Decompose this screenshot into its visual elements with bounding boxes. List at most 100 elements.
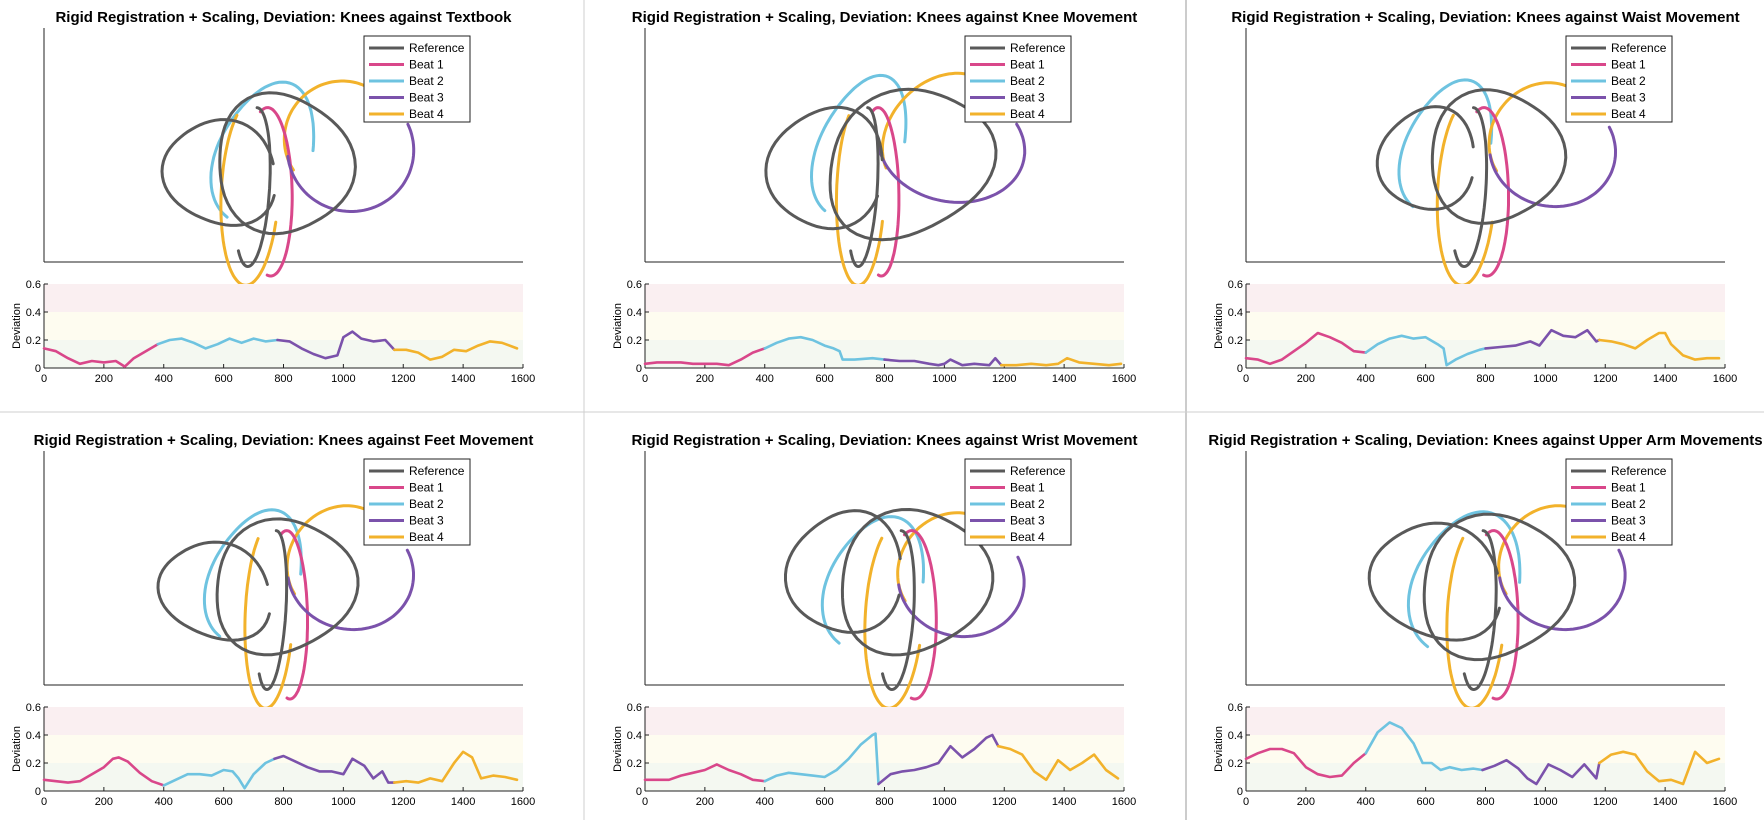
deviation-y-tick-label: 0 — [636, 363, 642, 375]
deviation-y-tick-label: 0 — [35, 363, 41, 375]
deviation-y-tick-label: 0.2 — [26, 335, 41, 347]
trajectory-beat-1 — [903, 529, 938, 701]
trajectory-beat-4 — [243, 537, 293, 710]
trajectory-reference — [1375, 105, 1475, 211]
trajectory-beat-4 — [863, 536, 922, 710]
legend-label: Beat 1 — [409, 481, 444, 495]
deviation-y-tick-label: 0.6 — [627, 279, 642, 291]
legend-box — [1565, 35, 1673, 123]
deviation-band — [44, 707, 523, 735]
deviation-x-tick-label: 200 — [95, 796, 113, 808]
trajectory-reference — [1422, 512, 1577, 662]
deviation-x-tick-label: 400 — [155, 796, 173, 808]
legend-label: Beat 4 — [409, 530, 444, 544]
deviation-x-tick-label: 800 — [1476, 796, 1494, 808]
legend-label: Reference — [409, 41, 465, 55]
trajectory-reference — [784, 509, 902, 634]
deviation-x-tick-label: 400 — [1357, 373, 1375, 385]
deviation-y-tick-label: 0.4 — [1228, 307, 1243, 319]
deviation-x-tick-label: 1000 — [1533, 373, 1557, 385]
trajectory-beat-3 — [286, 122, 416, 213]
deviation-x-tick-label: 800 — [875, 796, 893, 808]
trajectory-reference — [849, 106, 880, 269]
legend-box — [964, 458, 1072, 546]
trajectory-reference — [218, 91, 357, 236]
deviation-series-beat-4 — [997, 744, 1120, 782]
deviation-y-tick-label: 0 — [1237, 786, 1243, 798]
deviation-x-tick-label: 1600 — [511, 373, 535, 385]
deviation-x-tick-label: 1000 — [1533, 796, 1557, 808]
legend-label: Beat 1 — [1010, 481, 1045, 495]
deviation-y-tick-label: 0 — [35, 786, 41, 798]
deviation-x-tick-label: 600 — [1416, 373, 1434, 385]
legend-label: Reference — [1010, 41, 1066, 55]
deviation-x-tick-label: 800 — [274, 373, 292, 385]
legend-label: Beat 3 — [1611, 514, 1646, 528]
deviation-series-beat-2 — [162, 757, 276, 790]
trajectory-beat-1 — [279, 529, 309, 701]
legend-box — [363, 35, 471, 123]
deviation-x-tick-label: 800 — [1476, 373, 1494, 385]
deviation-y-label: Deviation — [11, 303, 23, 349]
deviation-x-tick-label: 0 — [642, 796, 648, 808]
panel-5: Rigid Registration + Scaling, Deviation:… — [612, 432, 1138, 808]
trajectory-reference — [160, 118, 276, 227]
panel-title: Rigid Registration + Scaling, Deviation:… — [632, 9, 1138, 26]
trajectory-beat-3 — [1498, 548, 1627, 632]
legend-label: Beat 2 — [1010, 74, 1045, 88]
trajectory-beat-3 — [1488, 125, 1617, 209]
deviation-y-tick-label: 0.6 — [1228, 279, 1243, 291]
deviation-x-tick-label: 400 — [756, 796, 774, 808]
deviation-x-tick-label: 800 — [875, 373, 893, 385]
deviation-band — [645, 735, 1124, 763]
deviation-x-tick-label: 200 — [1297, 796, 1315, 808]
trajectory-reference — [215, 517, 360, 657]
legend-label: Beat 2 — [1010, 497, 1045, 511]
deviation-series-beat-1 — [1244, 331, 1368, 366]
deviation-x-tick-label: 1600 — [1713, 796, 1737, 808]
deviation-series-beat-1 — [643, 763, 767, 783]
trajectory-reference — [257, 529, 289, 692]
deviation-x-tick-label: 600 — [815, 796, 833, 808]
deviation-series-beat-3 — [1484, 328, 1601, 350]
trajectory-beat-3 — [877, 122, 1027, 204]
deviation-y-label: Deviation — [1213, 303, 1225, 349]
deviation-y-tick-label: 0.2 — [1228, 335, 1243, 347]
deviation-x-tick-label: 1600 — [1112, 373, 1136, 385]
deviation-band — [645, 763, 1124, 791]
deviation-y-label: Deviation — [11, 726, 23, 772]
trajectory-reference — [1453, 106, 1489, 269]
deviation-band — [645, 707, 1124, 735]
legend-label: Beat 1 — [409, 58, 444, 72]
legend-label: Beat 4 — [1611, 107, 1646, 121]
deviation-y-label: Deviation — [1213, 726, 1225, 772]
trajectory-reference — [840, 507, 995, 657]
deviation-x-tick-label: 600 — [1416, 796, 1434, 808]
legend-label: Beat 2 — [1611, 74, 1646, 88]
deviation-band — [1246, 735, 1725, 763]
trajectory-beat-1 — [1484, 529, 1520, 701]
deviation-series-beat-3 — [883, 356, 1003, 367]
legend-label: Beat 2 — [409, 74, 444, 88]
deviation-y-tick-label: 0.4 — [627, 730, 642, 742]
legend-label: Beat 3 — [409, 514, 444, 528]
panel-title: Rigid Registration + Scaling, Deviation:… — [34, 432, 534, 449]
deviation-y-tick-label: 0.2 — [26, 758, 41, 770]
trajectory-reference — [881, 529, 916, 692]
deviation-y-tick-label: 0.4 — [627, 307, 642, 319]
deviation-series-beat-2 — [1364, 334, 1487, 367]
deviation-y-label: Deviation — [612, 303, 624, 349]
deviation-series-beat-2 — [156, 337, 279, 350]
panel-title: Rigid Registration + Scaling, Deviation:… — [55, 9, 512, 26]
trajectory-beat-4 — [219, 113, 278, 287]
deviation-x-tick-label: 400 — [155, 373, 173, 385]
panel-6: Rigid Registration + Scaling, Deviation:… — [1208, 432, 1762, 808]
deviation-band — [44, 312, 523, 340]
trajectory-beat-3 — [286, 548, 415, 632]
deviation-x-tick-label: 1200 — [992, 796, 1016, 808]
trajectory-reference — [764, 105, 884, 231]
deviation-x-tick-label: 400 — [1357, 796, 1375, 808]
panel-1: Rigid Registration + Scaling, Deviation:… — [11, 9, 535, 385]
deviation-series-beat-4 — [1598, 331, 1721, 361]
legend-box — [964, 35, 1072, 123]
